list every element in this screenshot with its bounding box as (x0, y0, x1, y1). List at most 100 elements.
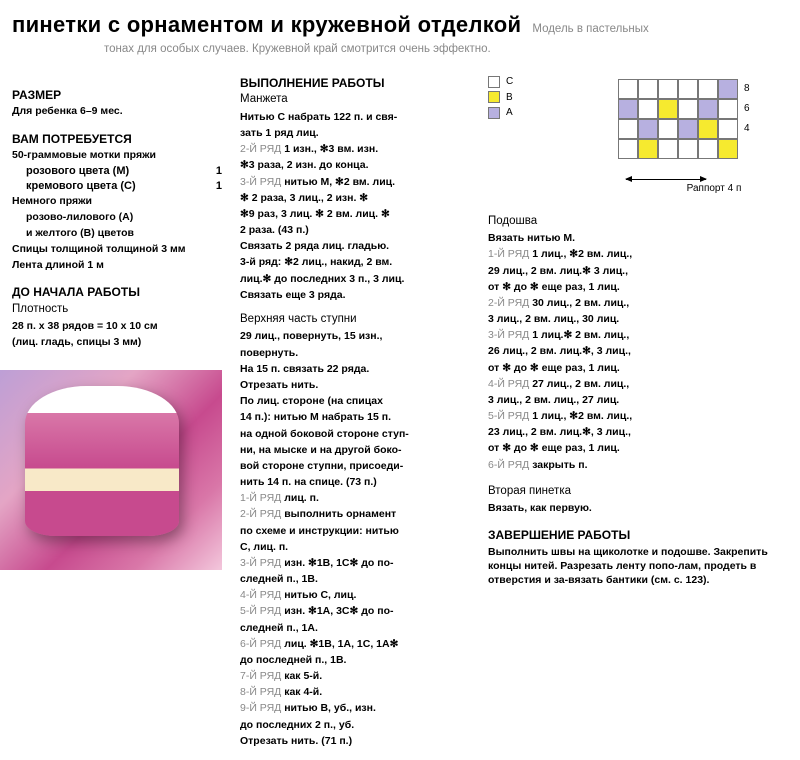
instruction-line: 7-Й РЯД как 5-й. (240, 669, 470, 683)
chart-cell (618, 79, 638, 99)
instruction-line: 3-Й РЯД изн. ✻1В, 1С✻ до по- (240, 556, 470, 570)
instruction-line: Связать еще 3 ряда. (240, 288, 470, 302)
instruction-line: 1-Й РЯД 1 лиц., ✻2 вм. лиц., (488, 247, 788, 261)
materials-extra1: Немного пряжи (12, 194, 222, 208)
chart-cell (698, 139, 718, 159)
instruction-line: 29 лиц., повернуть, 15 изн., (240, 329, 470, 343)
chart-cell (658, 119, 678, 139)
chart-cell (678, 99, 698, 119)
instruction-line: следней п., 1А. (240, 621, 470, 635)
instruction-line: 2-Й РЯД 1 изн., ✻3 вм. изн. (240, 142, 470, 156)
materials-heading: ВАМ ПОТРЕБУЕТСЯ (12, 131, 222, 147)
instruction-line: 6-Й РЯД лиц. ✻1В, 1А, 1С, 1А✻ (240, 637, 470, 651)
chart-cell (698, 99, 718, 119)
instruction-line: 3-Й РЯД нитью М, ✻2 вм. лиц. (240, 175, 470, 189)
instruction-line: Связать 2 ряда лиц. гладью. (240, 239, 470, 253)
materials-intro: 50-граммовые мотки пряжи (12, 148, 222, 162)
chart-cell (678, 79, 698, 99)
instruction-line: ✻9 раз, 3 лиц. ✻ 2 вм. лиц. ✻ (240, 207, 470, 221)
instruction-line: до последних 2 п., уб. (240, 718, 470, 732)
instruction-line: до последней п., 1В. (240, 653, 470, 667)
materials-item: кремового цвета (С)1 (12, 179, 222, 194)
instruction-line: По лиц. стороне (на спицах (240, 394, 470, 408)
instruction-line: 29 лиц., 2 вм. лиц.✻ 3 лиц., (488, 264, 788, 278)
instruction-line: на одной боковой стороне ступ- (240, 427, 470, 441)
materials-ribbon: Лента длиной 1 м (12, 258, 222, 272)
column-left: РАЗМЕР Для ребенка 6–9 мес. ВАМ ПОТРЕБУЕ… (12, 75, 222, 750)
chart-cell (718, 139, 738, 159)
rapport-label: Раппорт 4 п (640, 182, 788, 196)
instruction-line: 9-Й РЯД нитью В, уб., изн. (240, 701, 470, 715)
finish-text: Выполнить швы на щиколотке и подошве. За… (488, 545, 788, 588)
cuff-sub: Манжета (240, 92, 470, 108)
before-sub: Плотность (12, 302, 222, 318)
chart-row-label: 4 (738, 119, 766, 139)
product-photo (0, 370, 222, 570)
column-middle: ВЫПОЛНЕНИЕ РАБОТЫ Манжета Нитью С набрат… (240, 75, 470, 750)
instruction-line: от ✻ до ✻ еще раз, 1 лиц. (488, 441, 788, 455)
rapport-arrow (626, 179, 706, 180)
color-chart: 864 Раппорт 4 п (618, 79, 788, 196)
chart-cell (638, 139, 658, 159)
instruction-line: 2-Й РЯД 30 лиц., 2 вм. лиц., (488, 296, 788, 310)
size-text: Для ребенка 6–9 мес. (12, 104, 222, 118)
instruction-line: вой стороне ступни, присоеди- (240, 459, 470, 473)
materials-extra2: розово-лилового (А) (12, 210, 222, 224)
chart-cell (658, 79, 678, 99)
chart-cell (638, 99, 658, 119)
chart-row-label (738, 139, 766, 159)
chart-cell (638, 79, 658, 99)
chart-cell (718, 119, 738, 139)
instruction-line: 8-Й РЯД как 4-й. (240, 685, 470, 699)
second-heading: Вторая пинетка (488, 484, 788, 500)
instruction-line: повернуть. (240, 346, 470, 360)
before-line2: (лиц. гладь, спицы 3 мм) (12, 335, 222, 349)
chart-row-label: 6 (738, 99, 766, 119)
instruction-line: 5-Й РЯД изн. ✻1А, 3С✻ до по- (240, 604, 470, 618)
instruction-line: 14 п.): нитью М набрать 15 п. (240, 410, 470, 424)
instruction-line: зать 1 ряд лиц. (240, 126, 470, 140)
chart-cell (658, 99, 678, 119)
instruction-line: 23 лиц., 2 вм. лиц.✻, 3 лиц., (488, 425, 788, 439)
chart-cell (678, 139, 698, 159)
instruction-line: 6-Й РЯД закрыть п. (488, 458, 788, 472)
instruction-line: С, лиц. п. (240, 540, 470, 554)
legend-b: В (488, 91, 608, 105)
materials-extra3: и желтого (В) цветов (12, 226, 222, 240)
instruction-line: 3 лиц., 2 вм. лиц., 27 лиц. (488, 393, 788, 407)
chart-cell (638, 119, 658, 139)
chart-cell (718, 79, 738, 99)
chart-cell (718, 99, 738, 119)
chart-row-label: 8 (738, 79, 766, 99)
chart-cell (618, 99, 638, 119)
instruction-line: 4-Й РЯД нитью С, лиц. (240, 588, 470, 602)
materials-needles: Спицы толщиной толщиной 3 мм (12, 242, 222, 256)
instruction-line: лиц.✻ до последних 3 п., 3 лиц. (240, 272, 470, 286)
sole-intro: Вязать нитью М. (488, 231, 788, 245)
instruction-line: ✻ 2 раза, 3 лиц., 2 изн. ✻ (240, 191, 470, 205)
second-text: Вязать, как первую. (488, 501, 788, 515)
instruction-line: 1-Й РЯД лиц. п. (240, 491, 470, 505)
instruction-line: 3-й ряд: ✻2 лиц., накид, 2 вм. (240, 255, 470, 269)
legend-c: С (488, 75, 608, 89)
instruction-line: Нитью С набрать 122 п. и свя- (240, 110, 470, 124)
work-heading: ВЫПОЛНЕНИЕ РАБОТЫ (240, 75, 470, 91)
instruction-line: ✻3 раза, 2 изн. до конца. (240, 158, 470, 172)
upper-sub: Верхняя часть ступни (240, 312, 470, 328)
chart-cell (678, 119, 698, 139)
chart-cell (698, 119, 718, 139)
before-heading: ДО НАЧАЛА РАБОТЫ (12, 284, 222, 300)
chart-cell (618, 139, 638, 159)
subtitle-top: Модель в пастельных (532, 23, 648, 35)
before-line1: 28 п. х 38 рядов = 10 х 10 см (12, 319, 222, 333)
instruction-line: 3 лиц., 2 вм. лиц., 30 лиц. (488, 312, 788, 326)
column-right: С В А 864 Раппорт 4 п Подошва Вязать нит… (488, 75, 788, 750)
chart-cell (698, 79, 718, 99)
instruction-line: На 15 п. связать 22 ряда. (240, 362, 470, 376)
instruction-line: от ✻ до ✻ еще раз, 1 лиц. (488, 361, 788, 375)
instruction-line: 26 лиц., 2 вм. лиц.✻, 3 лиц., (488, 344, 788, 358)
page-title: пинетки с орнаментом и кружевной отделко… (12, 12, 521, 37)
chart-cell (658, 139, 678, 159)
instruction-line: Отрезать нить. (240, 378, 470, 392)
instruction-line: нить 14 п. на спице. (73 п.) (240, 475, 470, 489)
